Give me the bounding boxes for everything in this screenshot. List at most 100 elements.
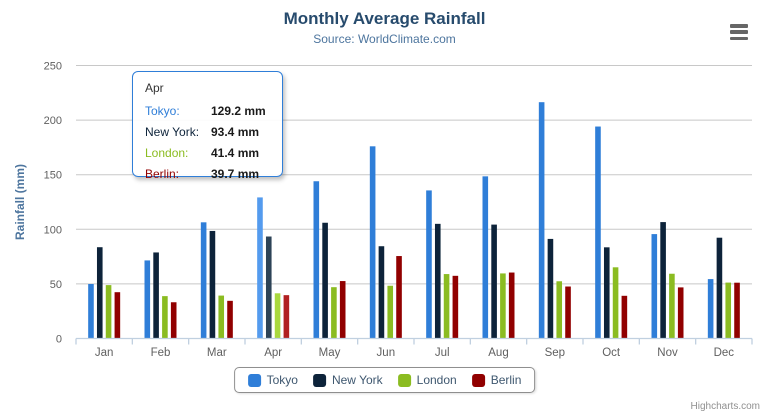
tooltip-series-value: 129.2 mm: [211, 104, 266, 118]
x-axis-label-jul: Jul: [435, 347, 450, 359]
tooltip-series-label: London:: [145, 146, 189, 160]
legend-item-london[interactable]: London: [397, 373, 457, 387]
bar-new-york-may[interactable]: [322, 222, 328, 339]
bar-london-mar[interactable]: [218, 295, 225, 339]
legend-swatch: [312, 373, 326, 387]
bar-london-apr[interactable]: [274, 293, 281, 339]
legend-label: London: [416, 373, 457, 387]
x-axis-label-jan: Jan: [95, 347, 114, 359]
x-axis-label-nov: Nov: [657, 347, 678, 359]
tooltip-series-value: 93.4 mm: [211, 125, 260, 139]
chart-title: Monthly Average Rainfall: [283, 9, 486, 28]
bar-berlin-jun[interactable]: [396, 256, 402, 339]
x-axis-label-may: May: [319, 347, 341, 359]
x-axis-label-aug: Aug: [488, 347, 508, 359]
bar-new-york-jun[interactable]: [378, 246, 385, 339]
x-axis-label-oct: Oct: [602, 347, 621, 359]
bar-tokyo-sep[interactable]: [538, 102, 545, 339]
bar-london-feb[interactable]: [162, 296, 168, 339]
tooltip-series-label: Berlin:: [145, 167, 180, 181]
bar-new-york-nov[interactable]: [660, 222, 666, 339]
bar-berlin-dec[interactable]: [734, 282, 740, 339]
bar-new-york-dec[interactable]: [716, 237, 723, 339]
bar-london-jan[interactable]: [105, 285, 112, 339]
y-axis-tick-label: 200: [44, 115, 62, 127]
bar-tokyo-dec[interactable]: [707, 279, 714, 339]
bar-new-york-mar[interactable]: [209, 230, 216, 339]
bar-london-may[interactable]: [331, 287, 337, 339]
bar-berlin-nov[interactable]: [677, 287, 684, 339]
bar-london-jun[interactable]: [387, 285, 394, 339]
x-axis-label-sep: Sep: [545, 347, 565, 359]
bar-berlin-may[interactable]: [339, 281, 346, 339]
bar-new-york-jul[interactable]: [434, 223, 441, 339]
bar-berlin-aug[interactable]: [508, 272, 515, 339]
bar-berlin-oct[interactable]: [621, 295, 628, 339]
bar-new-york-feb[interactable]: [153, 252, 159, 339]
legend-item-berlin[interactable]: Berlin: [471, 373, 522, 387]
y-axis-tick-label: 0: [56, 334, 62, 346]
bar-tokyo-jul[interactable]: [426, 190, 432, 339]
bar-tokyo-mar[interactable]: [200, 222, 207, 339]
bar-london-sep[interactable]: [556, 281, 563, 339]
x-axis-label-mar: Mar: [207, 347, 227, 359]
legend-swatch: [247, 373, 261, 387]
bar-berlin-jul[interactable]: [452, 275, 459, 339]
legend-label: New York: [331, 373, 383, 387]
bar-new-york-sep[interactable]: [547, 238, 554, 339]
y-axis-tick-label: 150: [44, 170, 62, 182]
tooltip-row: Berlin: 39.7 mm: [145, 164, 270, 185]
chart-subtitle: Source: WorldClimate.com: [313, 32, 456, 46]
bar-berlin-jan[interactable]: [114, 292, 121, 339]
bar-tokyo-jan[interactable]: [88, 284, 94, 339]
bar-tokyo-oct[interactable]: [595, 126, 601, 339]
bar-new-york-apr[interactable]: [265, 236, 272, 339]
x-axis-label-dec: Dec: [714, 347, 735, 359]
x-axis-label-feb: Feb: [151, 347, 171, 359]
tooltip-row: New York: 93.4 mm: [145, 122, 270, 143]
legend-item-new-york[interactable]: New York: [312, 373, 383, 387]
tooltip-row: London: 41.4 mm: [145, 143, 270, 164]
legend-label: Berlin: [490, 373, 522, 387]
bar-new-york-jan[interactable]: [96, 247, 103, 339]
y-axis-tick-label: 250: [44, 61, 62, 73]
bar-london-dec[interactable]: [725, 282, 732, 339]
legend-swatch: [471, 373, 485, 387]
bar-london-nov[interactable]: [669, 273, 675, 339]
legend: Tokyo New York London Berlin: [233, 367, 536, 393]
bar-london-oct[interactable]: [612, 267, 619, 339]
tooltip-category: Apr: [145, 81, 164, 95]
bar-new-york-oct[interactable]: [603, 247, 610, 339]
y-axis-tick-label: 50: [50, 279, 62, 291]
bar-tokyo-nov[interactable]: [651, 234, 658, 339]
bar-london-aug[interactable]: [500, 273, 506, 339]
bar-tokyo-aug[interactable]: [482, 176, 489, 339]
legend-swatch: [397, 373, 411, 387]
bar-berlin-apr[interactable]: [283, 295, 290, 339]
credits-link[interactable]: Highcharts.com: [690, 401, 760, 412]
tooltip-series-label: Tokyo:: [145, 104, 180, 118]
x-axis-label-apr: Apr: [264, 347, 282, 359]
bar-tokyo-may[interactable]: [313, 181, 320, 339]
x-axis-label-jun: Jun: [377, 347, 396, 359]
bar-berlin-mar[interactable]: [227, 300, 233, 339]
tooltip-series-label: New York:: [145, 125, 200, 139]
tooltip-series-value: 39.7 mm: [211, 167, 260, 181]
bar-berlin-feb[interactable]: [170, 302, 177, 339]
tooltip-rows: Tokyo: 129.2 mm New York: 93.4 mm London: 41.…: [145, 101, 270, 185]
legend-item-tokyo[interactable]: Tokyo: [247, 373, 298, 387]
bar-london-jul[interactable]: [443, 274, 450, 339]
tooltip-row: Tokyo: 129.2 mm: [145, 101, 270, 122]
tooltip: Apr Tokyo: 129.2 mm New York: 93.4 mm London…: [132, 71, 283, 181]
bar-tokyo-feb[interactable]: [144, 260, 151, 339]
y-axis-tick-label: 100: [44, 224, 62, 236]
bar-new-york-aug[interactable]: [491, 224, 497, 339]
export-menu-icon[interactable]: [730, 24, 748, 40]
y-axis-title: Rainfall (mm): [13, 164, 27, 240]
bar-tokyo-apr[interactable]: [257, 197, 263, 339]
bar-tokyo-jun[interactable]: [369, 146, 376, 339]
tooltip-series-value: 41.4 mm: [211, 146, 260, 160]
bar-berlin-sep[interactable]: [565, 286, 571, 339]
